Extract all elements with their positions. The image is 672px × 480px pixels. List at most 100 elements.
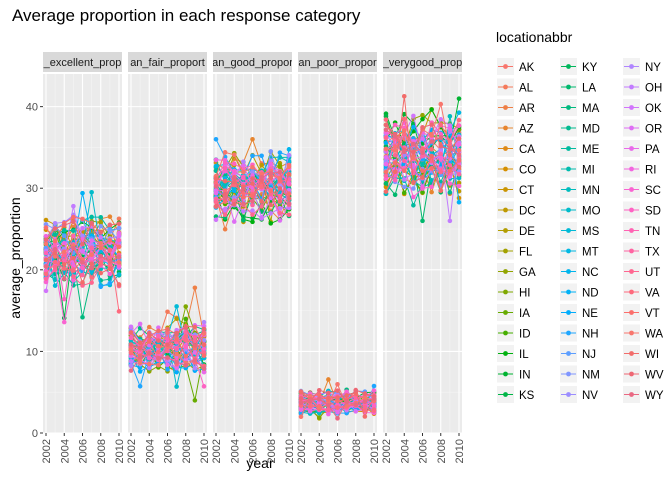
data-point-WY: [326, 403, 331, 408]
legend-label: DC: [519, 206, 536, 218]
data-point-WV: [277, 186, 283, 191]
data-point-WV: [298, 396, 304, 401]
data-point-AZ: [107, 214, 113, 219]
data-point-ID: [401, 190, 407, 196]
data-point-KS: [383, 113, 389, 119]
data-point-WV: [71, 219, 76, 225]
legend: AK AL AR AZ CA CO CT DC DE FL GA HI IA ID IL IN KS KY LA MA…: [497, 58, 664, 403]
legend-label: PA: [645, 144, 660, 156]
data-point-WY: [447, 146, 453, 152]
data-point-NM: [98, 223, 104, 229]
legend-label: AK: [519, 62, 535, 74]
legend-item-HI: HI: [497, 283, 531, 301]
legend-key-point: [629, 310, 634, 315]
data-point-SC: [371, 388, 377, 393]
data-point-SC: [43, 279, 49, 285]
data-point-WI: [362, 414, 368, 419]
data-point-WI: [259, 199, 264, 204]
data-point-NY: [201, 319, 207, 325]
data-point-WV: [213, 203, 219, 209]
data-point-WA: [286, 164, 292, 170]
legend-item-KY: KY: [560, 58, 598, 75]
data-point-SD: [438, 131, 444, 137]
data-point-RI: [326, 411, 331, 417]
legend-label: NC: [582, 267, 599, 279]
data-point-PA: [335, 408, 340, 414]
data-point-TN: [116, 237, 122, 243]
data-point-WY: [183, 363, 189, 368]
legend-label: NE: [582, 308, 598, 320]
legend-label: MO: [582, 206, 601, 218]
legend-label: IN: [519, 370, 531, 382]
data-point-NH: [277, 150, 283, 155]
data-point-NM: [401, 184, 407, 190]
x-tick-label: 2004: [59, 439, 71, 463]
data-point-NY: [146, 365, 152, 371]
data-point-WA: [43, 241, 49, 247]
data-point-WA: [250, 165, 255, 170]
data-point-WY: [128, 368, 134, 373]
data-point-WV: [52, 226, 58, 231]
facet-panel-data_value_verygood_prop: _verygood_prop 2002 2004 2006 2008 2010: [381, 52, 466, 463]
legend-item-MI: MI: [560, 160, 595, 178]
legend-key-point: [566, 248, 571, 254]
data-point-SC: [71, 277, 76, 283]
x-tick-label: 2010: [114, 439, 126, 463]
legend-item-CO: CO: [497, 160, 536, 178]
x-tick-label: 2010: [199, 439, 211, 463]
data-point-WA: [52, 254, 58, 259]
data-point-WI: [156, 328, 161, 334]
data-point-OK: [98, 235, 104, 240]
data-point-WI: [456, 164, 462, 170]
data-point-WI: [411, 180, 416, 185]
data-point-TX: [456, 171, 462, 177]
data-point-NH: [250, 153, 255, 159]
series-group: [298, 377, 377, 421]
data-point-WI: [137, 340, 143, 346]
data-point-NY: [52, 220, 58, 226]
data-point-WA: [456, 147, 462, 153]
data-point-AL: [116, 216, 122, 222]
data-point-VT: [268, 188, 274, 194]
legend-label: CO: [519, 165, 536, 177]
legend-item-VT: VT: [623, 304, 660, 321]
legend-label: ND: [582, 288, 599, 300]
data-point-PA: [201, 369, 207, 375]
series-group: [383, 93, 462, 224]
legend-label: WI: [645, 349, 659, 361]
data-point-AZ: [429, 189, 434, 195]
data-point-WA: [241, 169, 246, 175]
data-point-NH: [371, 383, 377, 389]
data-point-WY: [146, 350, 152, 356]
data-point-WV: [420, 125, 425, 130]
data-point-UT: [61, 252, 67, 258]
data-point-WY: [98, 253, 104, 259]
data-point-SC: [201, 346, 207, 352]
data-point-WY: [392, 134, 398, 139]
legend-item-NJ: NJ: [560, 345, 596, 362]
legend-label: VA: [645, 288, 660, 300]
data-point-VA: [71, 268, 76, 273]
data-point-WV: [128, 342, 134, 347]
legend-key-point: [566, 392, 571, 397]
data-point-MO: [89, 190, 94, 195]
legend-item-WI: WI: [623, 345, 659, 362]
x-tick-label: 2002: [41, 439, 53, 463]
data-point-WI: [277, 199, 283, 204]
y-tick-label: 40: [26, 102, 38, 114]
data-point-WI: [98, 270, 104, 276]
data-point-DC: [259, 162, 264, 168]
legend-item-DC: DC: [497, 201, 536, 219]
legend-item-OK: OK: [623, 99, 662, 116]
legend-item-WV: WV: [623, 365, 664, 383]
data-point-WA: [429, 133, 434, 138]
data-point-WY: [344, 399, 349, 405]
data-point-WA: [146, 361, 152, 367]
data-point-ND: [383, 140, 389, 145]
x-tick-label: 2006: [248, 439, 260, 463]
legend-key-point: [629, 84, 634, 90]
data-point-VA: [429, 146, 434, 152]
data-point-WY: [61, 276, 67, 281]
data-point-WV: [43, 237, 49, 243]
